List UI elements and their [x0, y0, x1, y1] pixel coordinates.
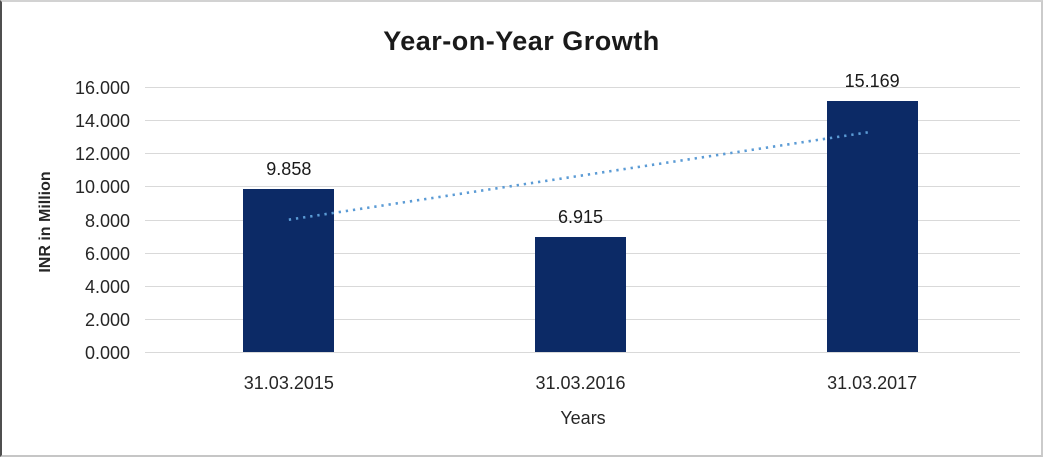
y-tick-label: 8.000 — [84, 210, 130, 231]
bar-31.03.2015 — [243, 188, 335, 352]
y-tick-label: 14.000 — [74, 111, 130, 132]
y-tick-label: 12.000 — [74, 144, 130, 165]
bar-31.03.2016 — [535, 237, 626, 352]
gridline — [145, 120, 1020, 122]
bar-data-label: 9.858 — [266, 158, 312, 179]
y-tick-label: 6.000 — [84, 243, 130, 264]
chart-title: Year-on-Year Growth — [383, 26, 660, 56]
y-tick-label: 16.000 — [74, 78, 130, 98]
gridline — [145, 352, 1020, 353]
gridline — [145, 87, 1020, 88]
y-tick-label: 10.000 — [74, 177, 130, 198]
bar-data-label: 15.169 — [844, 70, 900, 91]
y-tick-label: 4.000 — [84, 276, 130, 297]
x-tick-label: 31.03.2017 — [827, 373, 918, 393]
bar-data-label: 6.915 — [557, 207, 604, 228]
bar-31.03.2017 — [826, 100, 918, 352]
y-tick-label: 2.000 — [84, 309, 130, 330]
x-tick-label: 31.03.2015 — [243, 373, 334, 393]
x-axis-title: Years — [560, 408, 606, 428]
y-tick-label: 0.000 — [84, 343, 130, 363]
x-tick-label: 31.03.2016 — [535, 373, 626, 393]
